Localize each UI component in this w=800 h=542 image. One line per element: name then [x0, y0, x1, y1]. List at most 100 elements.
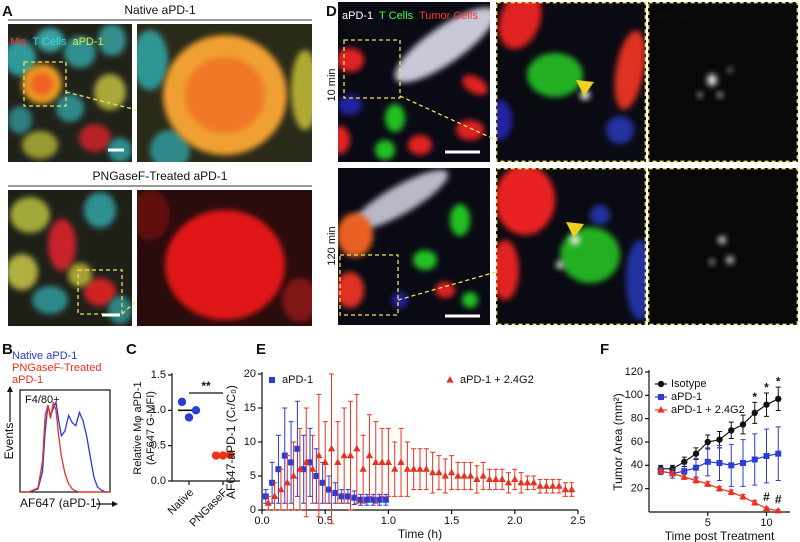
marker: [511, 475, 519, 482]
annotation: **: [201, 379, 211, 393]
dot: [211, 451, 221, 460]
micrograph: [8, 24, 132, 162]
cell: [351, 169, 449, 231]
marker: [269, 479, 276, 486]
y-tick-label: 1.0: [151, 404, 166, 416]
marker: [681, 458, 688, 466]
marker: [692, 476, 700, 484]
cell: [338, 272, 364, 308]
cell: [36, 28, 64, 52]
marker: [382, 496, 389, 503]
marker: [319, 479, 326, 486]
channel: aPD-1: [72, 36, 103, 48]
series-line: [20, 399, 110, 493]
marker: [359, 465, 367, 472]
y-axis-title: Relative Mφ aPD-1: [132, 381, 144, 474]
cell: [408, 135, 432, 155]
marker: [448, 468, 456, 476]
annotation: *: [752, 390, 757, 404]
cell: [590, 205, 610, 225]
marker: [302, 458, 310, 465]
chart: B Events AF647 (aPD-1) F4/80+ Native aPD-1PN…: [2, 341, 118, 510]
micrograph: [338, 168, 490, 325]
marker: [410, 465, 418, 472]
x-tick-label: 2.5: [570, 515, 585, 527]
cell: [291, 50, 312, 130]
marker: [716, 460, 723, 466]
marker: [657, 467, 665, 474]
chart: C 0.0 0.5 1.0 1.5 Relative Mφ aPD-1 (AF647 G-M…: [126, 341, 240, 529]
panel-letter: B: [2, 341, 13, 358]
marker: [555, 482, 563, 489]
zoom-connector: [399, 95, 497, 141]
marker: [397, 458, 405, 465]
marker: [485, 475, 494, 482]
channel-legend: aPD-1 T Cells Tumor Cells: [342, 10, 478, 22]
marker: [403, 465, 411, 472]
cell: [338, 126, 350, 154]
legend-entry: aPD-1 + 2.4G2: [460, 374, 534, 386]
marker: [775, 395, 782, 403]
y-tick-label: 120: [625, 366, 643, 378]
cell: [496, 100, 512, 140]
micrograph: [496, 2, 646, 162]
annotation: *: [764, 381, 769, 395]
micrographs: [8, 2, 798, 326]
marker: [492, 475, 500, 482]
marker: [704, 480, 712, 487]
cell: [282, 278, 312, 322]
zoom-box: [343, 39, 401, 99]
inset-border: [496, 168, 646, 325]
marker: [422, 465, 430, 472]
marker: [704, 438, 711, 446]
cell: [94, 74, 126, 110]
marker: [739, 492, 747, 500]
marker: [308, 465, 317, 472]
marker: [763, 453, 770, 459]
marker: [353, 444, 361, 452]
y-axis-title: Events: [2, 423, 16, 460]
marker: [365, 451, 374, 459]
marker: [269, 377, 275, 383]
micrograph: [137, 190, 312, 326]
y-tick-label: 0.0: [151, 475, 166, 487]
panel-letter: E: [256, 341, 266, 358]
y-axis-title: AF647-aPD-1 (Cₜ/C₀): [224, 385, 238, 499]
cell: [64, 36, 96, 68]
x-tick-label: 1.0: [381, 515, 396, 527]
cell: [456, 120, 484, 140]
cell: [84, 278, 116, 306]
legend-entry: aPD-1 + 2.4G2: [671, 404, 745, 416]
marker: [774, 506, 782, 514]
marker: [775, 450, 782, 457]
cell: [727, 67, 733, 73]
marker: [370, 496, 377, 503]
cell: [84, 192, 116, 228]
cell: [137, 190, 170, 240]
cell: [707, 74, 717, 86]
marker: [479, 472, 487, 479]
cell: [718, 236, 726, 244]
cell: [614, 30, 646, 110]
marker: [657, 406, 665, 413]
marker: [327, 444, 336, 452]
cell: [150, 130, 190, 162]
x-tick-label: 5: [705, 517, 711, 529]
cell: [185, 57, 265, 133]
cell: [338, 48, 364, 72]
y-axis-title: Tumor Area (mm²): [611, 393, 625, 491]
marker: [542, 482, 550, 489]
marker: [264, 499, 272, 506]
marker: [325, 486, 332, 493]
zoom-connector: [65, 91, 138, 111]
arrowhead: [576, 80, 594, 96]
micrograph: [137, 24, 312, 162]
x-axis-title: Time (h): [398, 527, 442, 541]
cell: [79, 124, 111, 152]
marker: [296, 465, 304, 472]
dot: [225, 450, 235, 460]
zoom-connector: [397, 271, 497, 301]
cell: [385, 104, 405, 132]
marker: [751, 498, 759, 506]
